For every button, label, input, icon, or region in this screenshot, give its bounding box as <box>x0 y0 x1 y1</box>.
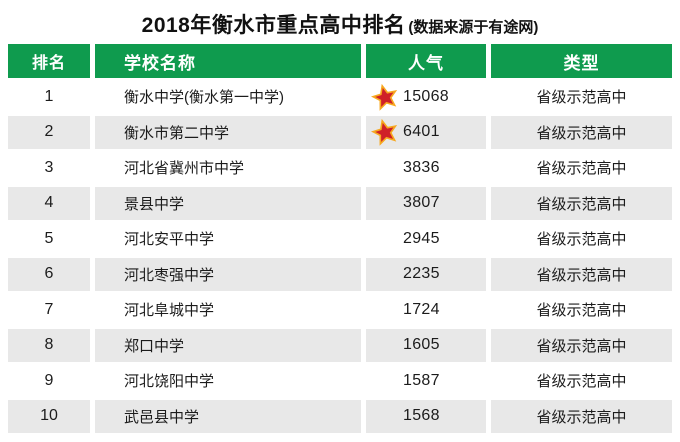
type-cell: 省级示范高中 <box>536 373 627 391</box>
page-title: 2018年衡水市重点高中排名 (数据来源于有途网) <box>0 0 680 44</box>
popularity-cell: 1605 <box>366 328 486 362</box>
popularity-value: 1568 <box>403 407 440 425</box>
school-cell: 河北安平中学 <box>124 231 215 249</box>
type-cell: 省级示范高中 <box>491 186 672 220</box>
page-title-note: (数据来源于有途网) <box>408 19 539 36</box>
popularity-cell: 1724 <box>366 293 486 327</box>
popularity-cell: 1568 <box>366 399 486 433</box>
popularity-value: 1605 <box>403 336 440 354</box>
popularity-value: 1724 <box>403 300 440 318</box>
popularity-cell: 3807 <box>366 186 486 220</box>
popularity-value: 2235 <box>403 265 440 283</box>
rank-cell: 3 <box>44 158 54 176</box>
type-cell: 省级示范高中 <box>491 257 672 291</box>
popularity-value: 15068 <box>403 87 449 105</box>
type-cell: 省级示范高中 <box>536 302 627 320</box>
ranking-table: 排名 学校名称 人气 类型 1 衡水中学(衡水第一中学) 15068 省级示范高… <box>8 44 672 433</box>
rank-cell: 1 <box>44 87 54 105</box>
rank-cell: 6 <box>8 257 90 291</box>
type-cell: 省级示范高中 <box>536 160 627 178</box>
popularity-value: 3836 <box>403 158 440 176</box>
rank-cell: 7 <box>44 300 54 318</box>
popularity-value: 3807 <box>403 194 440 212</box>
school-cell: 河北饶阳中学 <box>124 373 215 391</box>
star-icon <box>370 83 398 111</box>
popularity-value: 6401 <box>403 123 440 141</box>
popularity-value: 2945 <box>403 229 440 247</box>
type-cell: 省级示范高中 <box>536 231 627 249</box>
header-popularity: 人气 <box>366 44 486 78</box>
type-cell: 省级示范高中 <box>491 399 672 433</box>
rank-cell: 4 <box>8 186 90 220</box>
popularity-cell: 1587 <box>366 364 486 398</box>
type-cell: 省级示范高中 <box>491 115 672 149</box>
popularity-cell: 15068 <box>366 80 486 114</box>
star-icon <box>370 119 398 147</box>
school-cell: 河北阜城中学 <box>124 302 215 320</box>
popularity-cell: 3836 <box>366 151 486 185</box>
rank-cell: 9 <box>44 371 54 389</box>
popularity-value: 1587 <box>403 371 440 389</box>
school-cell: 衡水中学(衡水第一中学) <box>124 89 284 107</box>
school-cell: 河北枣强中学 <box>95 257 361 291</box>
header-school: 学校名称 <box>95 44 361 78</box>
school-cell: 郑口中学 <box>95 328 361 362</box>
school-cell: 河北省冀州市中学 <box>124 160 245 178</box>
type-cell: 省级示范高中 <box>491 328 672 362</box>
rank-cell: 2 <box>8 115 90 149</box>
header-type: 类型 <box>491 44 672 78</box>
rank-cell: 5 <box>44 229 54 247</box>
school-cell: 衡水市第二中学 <box>95 115 361 149</box>
header-rank: 排名 <box>8 44 90 78</box>
rank-cell: 10 <box>8 399 90 433</box>
popularity-cell: 6401 <box>366 115 486 149</box>
popularity-cell: 2945 <box>366 222 486 256</box>
popularity-cell: 2235 <box>366 257 486 291</box>
page-title-main: 2018年衡水市重点高中排名 <box>141 14 406 37</box>
school-cell: 景县中学 <box>95 186 361 220</box>
rank-cell: 8 <box>8 328 90 362</box>
type-cell: 省级示范高中 <box>536 89 627 107</box>
school-cell: 武邑县中学 <box>95 399 361 433</box>
